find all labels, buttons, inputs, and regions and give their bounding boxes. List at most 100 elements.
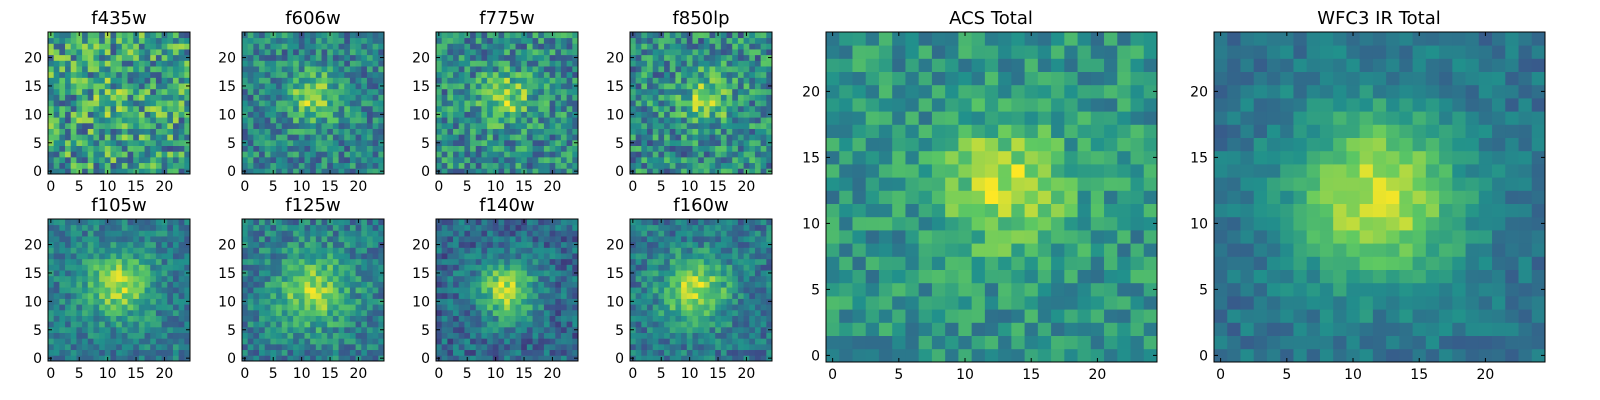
heatmap-cell xyxy=(355,315,362,322)
heatmap-cell xyxy=(172,128,180,135)
heatmap-cell xyxy=(675,77,682,84)
heatmap-cell xyxy=(247,349,254,356)
heatmap-cell xyxy=(475,145,482,152)
heatmap-cell xyxy=(110,275,117,282)
heatmap-cell xyxy=(167,270,174,277)
heatmap-cell xyxy=(259,37,266,44)
heatmap-cell xyxy=(361,292,368,299)
heatmap-cell xyxy=(464,309,471,316)
heatmap-cell xyxy=(172,355,180,362)
heatmap-cell xyxy=(664,281,671,288)
heatmap-cell xyxy=(652,304,659,311)
heatmap-cell xyxy=(99,315,106,322)
heatmap-cell xyxy=(281,111,288,118)
heatmap-cell xyxy=(127,236,134,243)
heatmap-cell xyxy=(504,304,511,311)
heatmap-cell xyxy=(475,88,482,95)
heatmap-cell xyxy=(167,315,174,322)
heatmap-cell xyxy=(566,88,573,95)
heatmap-cell xyxy=(566,258,573,265)
heatmap-cell xyxy=(184,94,191,101)
heatmap-cell xyxy=(555,349,562,356)
heatmap-cell xyxy=(184,128,191,135)
heatmap-cell xyxy=(498,122,505,129)
heatmap-cell xyxy=(686,332,693,339)
heatmap-cell xyxy=(504,151,511,158)
heatmap-cell xyxy=(538,247,545,254)
heatmap-cell xyxy=(155,54,162,61)
y-tick-label: 15 xyxy=(218,79,236,95)
heatmap-cell xyxy=(70,162,77,169)
heatmap-cell xyxy=(327,145,334,152)
heatmap-cell xyxy=(492,43,499,50)
heatmap-cell xyxy=(167,236,174,243)
heatmap-cell xyxy=(310,88,317,95)
heatmap-cell xyxy=(338,292,345,299)
heatmap-cell xyxy=(121,304,128,311)
heatmap-cell xyxy=(703,343,710,351)
heatmap-cell xyxy=(720,343,727,351)
heatmap-cell xyxy=(515,270,522,277)
heatmap-cell xyxy=(669,355,676,362)
heatmap-cell xyxy=(681,156,688,164)
heatmap-cell xyxy=(310,247,317,254)
heatmap-cell xyxy=(133,105,140,112)
heatmap-cell xyxy=(726,32,733,39)
heatmap-cell xyxy=(65,321,72,328)
heatmap-cell xyxy=(247,236,254,243)
heatmap-cell xyxy=(498,162,505,169)
heatmap-cell xyxy=(521,247,528,254)
heatmap-cell xyxy=(555,281,562,288)
heatmap-cell xyxy=(464,100,471,107)
heatmap-cell xyxy=(99,43,106,50)
heatmap-cell xyxy=(726,60,733,67)
heatmap-cell xyxy=(53,332,60,339)
heatmap-cell xyxy=(458,32,465,39)
heatmap-cell xyxy=(754,321,762,328)
heatmap-cell xyxy=(99,253,106,260)
heatmap-cell xyxy=(264,105,271,112)
heatmap-cell xyxy=(184,88,191,95)
heatmap-cell xyxy=(161,134,168,141)
heatmap-cell xyxy=(447,71,454,78)
heatmap-cell xyxy=(492,258,499,265)
heatmap-cell xyxy=(242,43,249,50)
heatmap-cell xyxy=(76,37,83,44)
heatmap-cell xyxy=(293,241,300,248)
heatmap-cell xyxy=(161,49,168,56)
heatmap-cell xyxy=(453,49,460,56)
heatmap-cell xyxy=(287,343,294,351)
x-tick-label: 20 xyxy=(738,179,756,195)
heatmap-cell xyxy=(560,309,568,316)
heatmap-cell xyxy=(150,128,157,135)
heatmap-cell xyxy=(652,37,659,44)
heatmap-cell xyxy=(743,77,750,84)
heatmap-cell xyxy=(344,156,351,164)
heatmap-cell xyxy=(76,71,83,78)
heatmap-cell xyxy=(487,60,494,67)
heatmap-cell xyxy=(521,264,528,271)
heatmap-cell xyxy=(304,122,311,129)
heatmap-cell xyxy=(366,270,374,277)
heatmap-cell xyxy=(692,326,699,333)
heatmap-cell xyxy=(543,145,550,152)
panel-title: f606w xyxy=(285,8,340,29)
heatmap-cell xyxy=(543,77,550,84)
heatmap-cell xyxy=(686,54,693,61)
heatmap-cell xyxy=(630,94,637,101)
heatmap-cell xyxy=(487,88,494,95)
heatmap-cell xyxy=(366,309,374,316)
heatmap-cell xyxy=(167,43,174,50)
heatmap-cell xyxy=(498,145,505,152)
heatmap-cell xyxy=(709,349,716,356)
heatmap-cell xyxy=(543,94,550,101)
heatmap-cell xyxy=(366,241,374,248)
heatmap-cell xyxy=(509,292,516,299)
heatmap-cell xyxy=(338,275,345,282)
heatmap-cell xyxy=(681,145,688,152)
heatmap-cell xyxy=(464,338,471,345)
heatmap-cell xyxy=(652,66,659,73)
heatmap-cell xyxy=(161,264,168,271)
heatmap-cell xyxy=(355,71,362,78)
heatmap-cell xyxy=(53,43,60,50)
